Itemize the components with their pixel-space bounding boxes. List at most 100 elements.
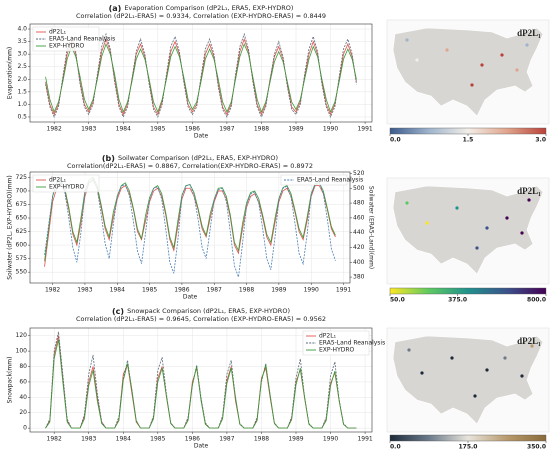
- y2-tick-label: 440: [353, 229, 365, 236]
- x-tick-label: 1985: [150, 436, 165, 443]
- legend-label: EXP-HYDRO: [319, 347, 355, 354]
- x-tick-label: 1991: [336, 287, 351, 294]
- colorbar: [389, 287, 547, 295]
- title-text: Snowpack Comparison (dP2L₁, ERA5, EXP-HY…: [127, 307, 290, 315]
- chart: (c) Snowpack Comparison (dP2L₁, ERA5, EXP…: [7, 307, 386, 450]
- x-tick-label: 1989: [288, 436, 303, 443]
- y-axis-label: Snowpack(mm): [7, 357, 14, 404]
- x-tick-label: 1984: [116, 436, 131, 443]
- colorbar-tick-label: 375.0: [448, 297, 467, 304]
- y-tick-label: 120: [16, 332, 28, 339]
- chart: (a) Evaporation Comparison (dP2L₁, ERA5, …: [7, 4, 373, 140]
- y2-tick-label: 480: [353, 200, 365, 207]
- legend-box: [32, 174, 100, 193]
- chart-subtitle: Correlation (dP2L₁-ERA5) = 0.9645, Corre…: [76, 315, 326, 323]
- y2-tick-label: 400: [353, 259, 365, 266]
- plot-frame: [29, 23, 373, 123]
- y2-tick-label: 500: [353, 185, 365, 192]
- y-tick-label: 1.0: [17, 101, 27, 108]
- y2-axis-label: Soilwater (ERA5-Land)(mm): [368, 186, 375, 269]
- legend-box: [280, 174, 348, 186]
- x-tick-label: 1986: [185, 126, 200, 133]
- colorbar-group: dP2L₁ 0.0 175.0 350.0: [389, 336, 547, 451]
- series-line: [45, 42, 357, 114]
- y-tick-label: 625: [16, 228, 28, 235]
- chart: (b) Soilwater Comparison (dP2L₁, ERA5, EX…: [7, 154, 375, 301]
- chart-title: (a) Evaporation Comparison (dP2L₁, ERA5, …: [109, 4, 294, 13]
- y2-tick-label: 460: [353, 214, 365, 221]
- map-stations: [405, 38, 529, 87]
- colorbar-tick-label: 800.0: [527, 297, 546, 304]
- colorbar-tick-label: 3.0: [535, 137, 546, 144]
- x-tick-label: 1989: [271, 287, 286, 294]
- x-tick-label: 1987: [219, 436, 234, 443]
- x-tick-label: 1985: [142, 287, 157, 294]
- panel-label: (b): [102, 154, 115, 163]
- y-tick-label: 80: [19, 363, 27, 370]
- y-tick-label: 0.5: [17, 113, 27, 120]
- x-axis-label: Date: [183, 294, 198, 301]
- y-tick-label: 2.0: [17, 76, 27, 83]
- chart-subtitle: Correlation(dP2L₁-ERA5) = 0.8867, Correl…: [67, 162, 313, 170]
- x-tick-label: 1986: [174, 287, 189, 294]
- map-title: dP2L₁: [517, 336, 541, 346]
- y-tick-label: 40: [19, 394, 27, 401]
- y-tick-label: 2.5: [17, 63, 27, 70]
- legend-label: dP2L₁: [49, 177, 67, 184]
- x-tick-label: 1990: [304, 287, 319, 294]
- map-title: dP2L₁: [517, 28, 541, 38]
- x-axis-label: Date: [194, 443, 209, 450]
- map-panel: [386, 19, 550, 125]
- title-text: Soilwater Comparison (dP2L₁, ERA5, EXP-H…: [118, 154, 278, 162]
- x-tick-label: 1983: [81, 126, 96, 133]
- map-stations: [405, 198, 531, 250]
- colorbar: [389, 434, 547, 442]
- colorbar-group: dP2L₁ 0.0 1.5 3.0: [389, 28, 547, 144]
- x-tick-label: 1983: [77, 287, 92, 294]
- y-tick-label: 60: [19, 378, 27, 385]
- series-line: [44, 178, 336, 278]
- colorbar-tick-label: 0.0: [390, 444, 401, 451]
- map-stations: [407, 344, 534, 398]
- x-axis-label: Date: [194, 133, 209, 140]
- x-tick-label: 1987: [207, 287, 222, 294]
- title-text: Evaporation Comparison (dP2L₁, ERA5, EXP…: [124, 4, 293, 12]
- x-tick-label: 1985: [150, 126, 165, 133]
- y2-tick-label: 420: [353, 244, 365, 251]
- colorbar-tick-label: 0.0: [390, 137, 401, 144]
- y-tick-label: 20: [19, 409, 27, 416]
- y-tick-label: 700: [16, 187, 28, 194]
- x-tick-label: 1983: [81, 436, 96, 443]
- series-line: [44, 179, 336, 267]
- y-tick-label: 675: [16, 201, 28, 208]
- plot-frame: [29, 171, 351, 284]
- x-tick-label: 1984: [116, 126, 131, 133]
- y-tick-label: 575: [16, 255, 28, 262]
- map-panel: [386, 327, 550, 433]
- x-tick-label: 1984: [110, 287, 125, 294]
- colorbar-tick-label: 50.0: [390, 297, 405, 304]
- map-title: dP2L₁: [517, 186, 541, 196]
- chart-title: (c) Snowpack Comparison (dP2L₁, ERA5, EXP…: [112, 307, 290, 316]
- x-tick-label: 1982: [47, 436, 62, 443]
- y-tick-label: 650: [16, 215, 28, 222]
- legend-label: ERA5-Land Reanalysis: [297, 177, 363, 184]
- y2-tick-label: 520: [353, 170, 365, 177]
- y-tick-label: 1.5: [17, 88, 27, 95]
- colorbar-group: dP2L₁ 50.0 375.0 800.0: [389, 186, 547, 304]
- y-tick-label: 100: [16, 348, 28, 355]
- colorbar: [389, 127, 547, 135]
- y-tick-label: 3.5: [17, 38, 27, 45]
- colorbar-tick-label: 1.5: [463, 137, 474, 144]
- y2-tick-label: 380: [353, 274, 365, 281]
- legend-label: dP2L₁: [319, 333, 337, 340]
- x-tick-label: 1989: [288, 126, 303, 133]
- x-tick-label: 1990: [323, 126, 338, 133]
- legend-label: EXP-HYDRO: [49, 184, 85, 191]
- y-tick-label: 600: [16, 242, 28, 249]
- chart-subtitle: Correlation (dP2L₁-ERA5) = 0.9334, Corre…: [76, 12, 326, 20]
- x-tick-label: 1988: [254, 436, 269, 443]
- legend-label: ERA5-Land Reanalysis: [319, 340, 385, 347]
- series-line: [45, 32, 357, 118]
